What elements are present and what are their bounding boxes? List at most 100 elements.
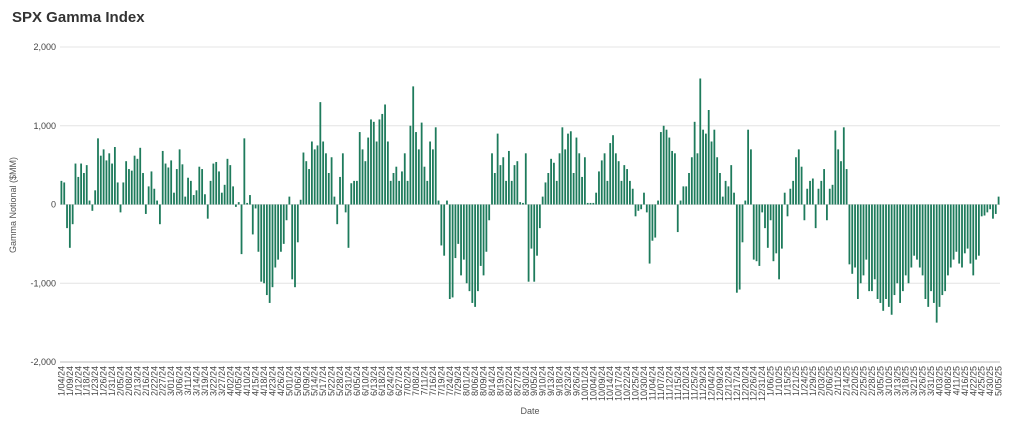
bar [879,204,882,303]
bar [77,176,80,205]
bar [845,169,848,205]
x-tick-label: 1/23/24 [90,366,100,396]
x-tick-label: 9/18/24 [555,366,565,396]
bar [119,204,122,213]
bar [372,121,375,205]
bar [493,173,496,205]
bar [811,178,814,205]
bar [204,194,206,205]
bar [972,204,975,276]
bar [234,204,237,207]
bar [955,204,958,252]
bar [302,152,305,205]
y-tick-label: -2,000 [30,357,56,367]
x-tick-label: 7/11/24 [419,366,429,395]
bar [871,204,873,292]
bar [308,169,310,205]
bar [704,133,707,205]
bar [823,169,826,205]
bar [268,204,271,303]
bar [412,86,415,205]
bar [800,166,803,205]
bar [280,204,282,252]
bar [735,204,738,293]
bar [505,180,507,205]
bar [251,204,254,235]
x-tick-label: 4/03/25 [934,366,944,396]
x-tick-label: 9/05/24 [529,366,539,396]
bar [305,161,308,205]
x-tick-label: 11/12/24 [664,366,674,400]
bar [623,165,626,205]
x-tick-label: 7/02/24 [403,366,413,396]
bar [772,204,775,262]
bar [600,160,603,205]
x-tick-label: 4/16/25 [960,366,970,396]
x-tick-label: 3/14/24 [191,366,201,396]
bar [820,180,823,205]
bar [930,204,932,292]
bar [330,157,333,205]
bar [567,133,569,205]
x-tick-label: 11/07/24 [656,366,666,400]
bar [113,147,116,205]
bar [674,153,676,205]
bar [322,141,325,205]
bar [223,184,226,205]
x-tick-label: 5/31/24 [343,366,353,396]
bar [260,204,263,282]
bar [358,132,361,205]
bar [384,104,386,205]
x-tick-label: 4/11/25 [951,366,961,395]
bar [443,204,446,256]
x-tick-label: 7/08/24 [411,366,421,396]
bar [519,202,522,205]
bar [265,204,268,296]
x-tick-label: 2/03/25 [816,366,826,396]
bar [592,202,595,205]
bar [454,204,457,259]
bar [764,204,766,229]
x-tick-label: 12/20/24 [740,366,750,401]
bar [229,165,232,205]
x-tick-label: 4/15/24 [251,366,261,396]
bar [713,129,716,205]
bar [288,196,291,205]
bar [961,204,963,268]
bar [68,204,71,248]
bar [271,204,274,288]
x-tick-label: 1/10/25 [774,366,784,396]
bar [617,161,620,205]
bar [392,173,395,205]
x-tick-label: 2/20/25 [850,366,860,396]
bar [474,204,477,307]
bar [803,204,806,221]
bar [997,196,1000,205]
x-tick-label: 8/01/24 [462,366,472,396]
bar [94,190,97,205]
x-tick-label: 6/05/24 [352,366,362,396]
x-tick-label: 2/16/24 [141,366,151,396]
bar [440,204,443,246]
x-tick-label: 9/13/24 [546,366,556,396]
bar [477,204,479,292]
bar [685,186,688,205]
bar [581,176,583,205]
bar [147,186,150,205]
bar [111,163,113,205]
bar [907,204,910,284]
x-tick-label: 11/20/24 [681,366,691,400]
bar [451,204,454,298]
bar [91,204,94,211]
x-tick-label: 5/22/24 [327,366,337,396]
bar [738,204,741,290]
bar [485,204,488,252]
bar [637,204,640,211]
bar [462,204,465,260]
x-tick-label: 8/14/24 [487,366,497,396]
bar [386,141,389,205]
x-tick-label: 3/18/25 [901,366,911,396]
bar [963,204,966,254]
x-tick-label: 12/17/24 [732,366,742,401]
bar [679,200,682,205]
